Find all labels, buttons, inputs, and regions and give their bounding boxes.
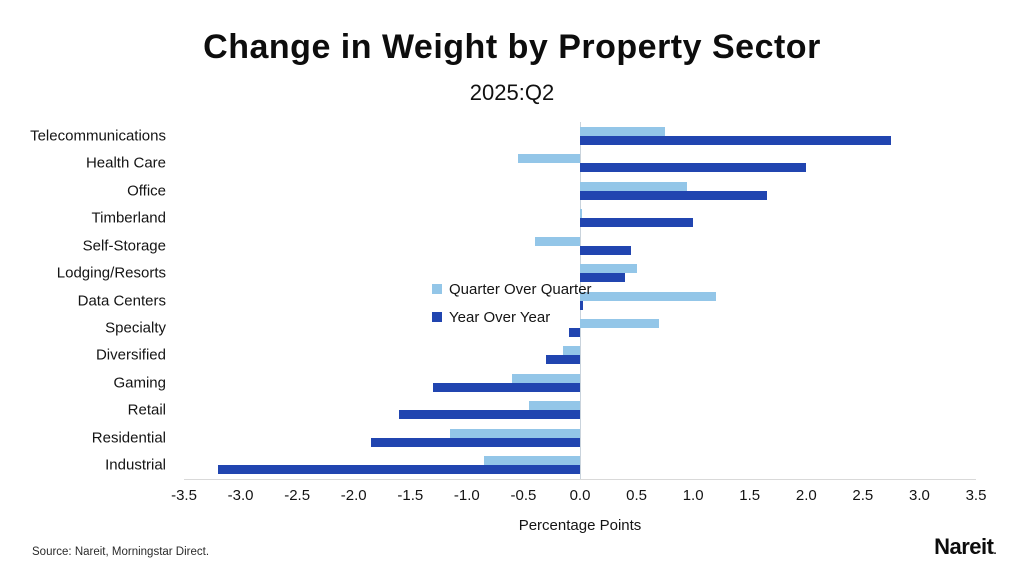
category-label-residential: Residential bbox=[91, 429, 166, 447]
category-label-telecommunications: Telecommunications bbox=[30, 127, 166, 145]
bar-qoq-industrial bbox=[483, 456, 580, 466]
bar-qoq-residential bbox=[449, 428, 580, 438]
bar-qoq-telecommunications bbox=[580, 126, 665, 136]
legend-label: Year Over Year bbox=[449, 308, 551, 326]
bar-yoy-self-storage bbox=[580, 245, 631, 255]
x-tick-0.5: 0.5 bbox=[626, 487, 647, 504]
bar-yoy-telecommunications bbox=[580, 135, 892, 145]
x-tick-2.0: 2.0 bbox=[795, 487, 817, 504]
bar-yoy-industrial bbox=[217, 465, 580, 475]
legend-label: Quarter Over Quarter bbox=[449, 280, 592, 298]
x-tick--1.5: -1.5 bbox=[397, 487, 424, 504]
legend: Quarter Over Quarter Year Over Year bbox=[432, 280, 592, 336]
bar-yoy-residential bbox=[370, 437, 580, 447]
legend-swatch-icon bbox=[432, 312, 442, 322]
bar-yoy-specialty bbox=[568, 327, 580, 337]
nareit-logo-dot: . bbox=[993, 545, 996, 557]
x-tick--1.0: -1.0 bbox=[453, 487, 480, 504]
x-tick--3.0: -3.0 bbox=[227, 487, 254, 504]
bar-yoy-timberland bbox=[580, 218, 694, 228]
x-tick-2.5: 2.5 bbox=[852, 487, 874, 504]
category-label-data-centers: Data Centers bbox=[77, 292, 166, 309]
nareit-logo: Nareit. bbox=[934, 534, 996, 560]
bar-yoy-diversified bbox=[546, 355, 580, 365]
chart-subtitle: 2025:Q2 bbox=[469, 80, 555, 105]
bar-qoq-office bbox=[580, 181, 688, 191]
category-label-timberland: Timberland bbox=[91, 209, 166, 227]
bar-qoq-specialty bbox=[580, 318, 660, 328]
x-tick--2.5: -2.5 bbox=[284, 487, 311, 504]
legend-item-qoq: Quarter Over Quarter bbox=[432, 280, 592, 298]
category-label-lodging-resorts: Lodging/Resorts bbox=[56, 264, 166, 282]
bar-yoy-office bbox=[580, 190, 767, 200]
bar-qoq-data-centers bbox=[580, 291, 716, 301]
bar-qoq-health-care bbox=[517, 154, 580, 164]
bar-yoy-gaming bbox=[432, 382, 580, 392]
x-tick--2.0: -2.0 bbox=[340, 487, 367, 504]
legend-swatch-icon bbox=[432, 284, 442, 294]
legend-item-yoy: Year Over Year bbox=[432, 308, 592, 326]
x-tick--3.5: -3.5 bbox=[171, 487, 197, 504]
bar-qoq-lodging-resorts bbox=[580, 264, 637, 274]
plot-area: Quarter Over Quarter Year Over Year bbox=[184, 122, 976, 480]
x-tick-0.0: 0.0 bbox=[569, 487, 591, 504]
x-tick-1.5: 1.5 bbox=[739, 487, 761, 504]
nareit-logo-text: Nareit bbox=[934, 534, 994, 559]
source-text: Source: Nareit, Morningstar Direct. bbox=[32, 546, 210, 558]
category-label-diversified: Diversified bbox=[95, 346, 166, 364]
category-label-health-care: Health Care bbox=[85, 154, 166, 172]
bar-qoq-timberland bbox=[580, 209, 583, 219]
bar-qoq-self-storage bbox=[534, 236, 580, 246]
bar-qoq-gaming bbox=[512, 373, 580, 383]
bar-qoq-retail bbox=[529, 401, 580, 411]
bar-qoq-diversified bbox=[563, 346, 580, 356]
x-axis-label: Percentage Points bbox=[518, 517, 642, 534]
category-label-self-storage: Self-Storage bbox=[82, 237, 166, 255]
category-label-office: Office bbox=[127, 182, 166, 200]
bar-yoy-retail bbox=[398, 410, 580, 420]
bar-yoy-health-care bbox=[580, 163, 807, 173]
bar-yoy-data-centers bbox=[580, 300, 584, 310]
bar-yoy-lodging-resorts bbox=[580, 273, 626, 283]
category-label-specialty: Specialty bbox=[105, 319, 166, 337]
x-tick-1.0: 1.0 bbox=[682, 487, 704, 504]
x-tick-3.5: 3.5 bbox=[965, 487, 987, 504]
category-label-retail: Retail bbox=[127, 401, 166, 419]
x-tick--0.5: -0.5 bbox=[510, 487, 537, 504]
category-label-gaming: Gaming bbox=[113, 374, 166, 392]
x-tick-3.0: 3.0 bbox=[908, 487, 930, 504]
chart-title: Change in Weight by Property Sector bbox=[203, 28, 821, 66]
category-label-industrial: Industrial bbox=[105, 456, 166, 474]
